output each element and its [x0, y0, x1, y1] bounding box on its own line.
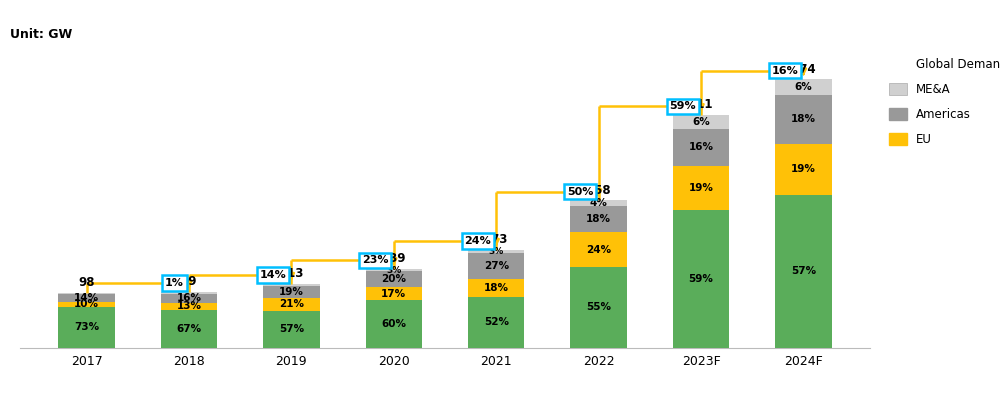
Text: 10%: 10%	[74, 299, 99, 309]
Bar	[468, 252, 524, 279]
Bar	[263, 284, 320, 286]
Text: 18%: 18%	[586, 214, 611, 224]
Text: 139: 139	[382, 252, 406, 265]
Bar	[161, 292, 217, 294]
Text: 73%: 73%	[74, 322, 99, 332]
Text: 113: 113	[279, 267, 304, 280]
Bar	[161, 303, 217, 310]
Text: 6%: 6%	[795, 82, 812, 92]
Text: 21%: 21%	[279, 299, 304, 309]
Text: 16%: 16%	[772, 66, 798, 75]
Text: 52%: 52%	[484, 317, 509, 327]
Bar	[263, 286, 320, 298]
Text: 27%: 27%	[484, 261, 509, 271]
Bar	[58, 293, 115, 294]
Text: 6%: 6%	[692, 117, 710, 127]
Text: 14%: 14%	[74, 293, 99, 303]
Text: 17%: 17%	[381, 289, 406, 299]
Text: 24%: 24%	[464, 236, 491, 246]
Bar	[775, 79, 832, 95]
Text: 16%: 16%	[689, 142, 714, 152]
Bar	[570, 206, 627, 232]
Text: 16%: 16%	[176, 293, 201, 303]
Text: 23%: 23%	[362, 256, 389, 265]
Bar	[673, 129, 729, 166]
Bar	[366, 300, 422, 348]
Text: 3%: 3%	[489, 246, 504, 256]
Text: 258: 258	[586, 184, 611, 197]
Text: 59%: 59%	[669, 101, 696, 111]
Text: 1%: 1%	[165, 278, 184, 288]
Text: Unit: GW: Unit: GW	[10, 28, 72, 41]
Bar	[468, 250, 524, 252]
Text: 19%: 19%	[689, 183, 713, 193]
Text: 98: 98	[78, 276, 95, 289]
Text: 4%: 4%	[590, 198, 608, 208]
Text: 24%: 24%	[586, 245, 611, 255]
Bar	[161, 310, 217, 348]
Bar	[673, 166, 729, 210]
Bar	[263, 311, 320, 348]
Text: 60%: 60%	[381, 319, 406, 329]
Text: 57%: 57%	[791, 266, 816, 276]
Text: 474: 474	[791, 63, 816, 76]
Bar	[775, 95, 832, 143]
Bar	[263, 298, 320, 311]
Bar	[366, 271, 422, 287]
Text: 67%: 67%	[176, 324, 202, 334]
Text: 18%: 18%	[484, 283, 509, 293]
Text: 57%: 57%	[279, 324, 304, 334]
Bar	[58, 294, 115, 301]
Text: 20%: 20%	[381, 274, 406, 284]
Text: 411: 411	[689, 98, 713, 111]
Bar	[775, 143, 832, 195]
Bar	[366, 287, 422, 300]
Bar	[161, 294, 217, 303]
Text: 55%: 55%	[586, 303, 611, 312]
Bar	[570, 267, 627, 348]
Text: 13%: 13%	[176, 301, 201, 311]
Text: 14%: 14%	[260, 270, 286, 280]
Bar	[366, 269, 422, 271]
Bar	[58, 307, 115, 348]
Bar	[570, 200, 627, 206]
Text: 19%: 19%	[279, 287, 304, 297]
Text: 18%: 18%	[791, 115, 816, 124]
Bar	[570, 232, 627, 267]
Bar	[673, 210, 729, 348]
Bar	[775, 195, 832, 348]
Legend: Global Demand, ME&A, Americas, EU: Global Demand, ME&A, Americas, EU	[884, 53, 1000, 150]
Text: 99: 99	[181, 275, 197, 288]
Text: 59%: 59%	[689, 274, 713, 284]
Bar	[58, 301, 115, 307]
Text: 19%: 19%	[791, 164, 816, 174]
Text: 3%: 3%	[386, 265, 401, 275]
Bar	[673, 115, 729, 129]
Text: 173: 173	[484, 233, 508, 246]
Bar	[468, 279, 524, 297]
Bar	[468, 297, 524, 348]
Text: 50%: 50%	[567, 186, 593, 196]
